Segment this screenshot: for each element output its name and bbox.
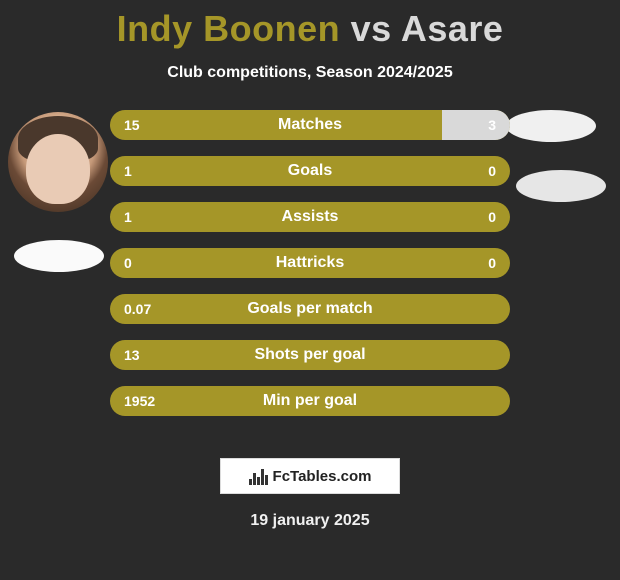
stat-label: Min per goal: [110, 392, 510, 410]
stat-value-right: 0: [488, 255, 496, 271]
brand-text: FcTables.com: [273, 468, 372, 485]
stat-row: 0.07Goals per match: [110, 294, 510, 324]
stat-value-left: 15: [124, 117, 140, 133]
stat-row: 13Shots per goal: [110, 340, 510, 370]
stat-label: Shots per goal: [110, 346, 510, 364]
player-a-flag: [14, 240, 104, 272]
title-player-b: Asare: [401, 8, 504, 49]
comparison-chart: 15Matches31Goals01Assists00Hattricks00.0…: [0, 110, 620, 430]
stat-value-left: 1: [124, 163, 132, 179]
stat-value-right: 0: [488, 209, 496, 225]
stat-row: 0Hattricks0: [110, 248, 510, 278]
chart-icon: [249, 467, 267, 485]
stat-value-left: 1: [124, 209, 132, 225]
stat-value-left: 0: [124, 255, 132, 271]
stat-bars: 15Matches31Goals01Assists00Hattricks00.0…: [110, 110, 510, 432]
stat-label: Goals per match: [110, 300, 510, 318]
stat-value-right: 0: [488, 163, 496, 179]
stat-label: Goals: [110, 162, 510, 180]
stat-value-left: 13: [124, 347, 140, 363]
player-a-avatar: [8, 112, 108, 212]
title-vs: vs: [351, 8, 392, 49]
player-b-avatar: [506, 110, 596, 142]
stat-value-left: 1952: [124, 393, 155, 409]
stat-row-right-segment: [442, 110, 510, 140]
stat-row: 1Assists0: [110, 202, 510, 232]
stat-value-right: 3: [488, 117, 496, 133]
footer-date: 19 january 2025: [0, 512, 620, 530]
stat-row: 1Goals0: [110, 156, 510, 186]
brand-logo: FcTables.com: [220, 458, 400, 494]
stat-label: Assists: [110, 208, 510, 226]
stat-label: Hattricks: [110, 254, 510, 272]
subtitle: Club competitions, Season 2024/2025: [0, 64, 620, 82]
player-b-flag: [516, 170, 606, 202]
title-player-a: Indy Boonen: [117, 8, 341, 49]
stat-row: 1952Min per goal: [110, 386, 510, 416]
page-title: Indy Boonen vs Asare: [0, 0, 620, 50]
stat-row: 15Matches3: [110, 110, 510, 140]
stat-value-left: 0.07: [124, 301, 151, 317]
